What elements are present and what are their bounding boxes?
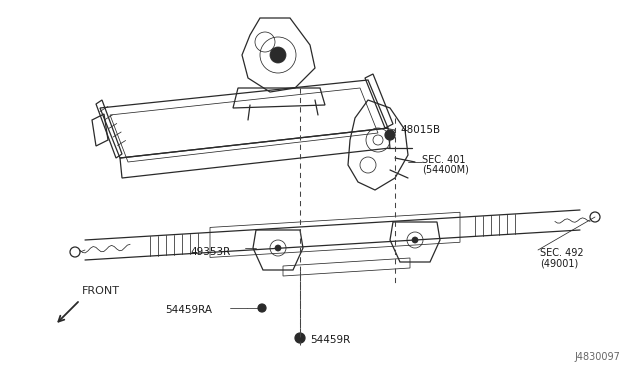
Text: 54459RA: 54459RA xyxy=(165,305,212,315)
Text: 54459R: 54459R xyxy=(310,335,350,345)
Text: FRONT: FRONT xyxy=(82,286,120,296)
Text: (49001): (49001) xyxy=(540,258,579,268)
Text: SEC. 401: SEC. 401 xyxy=(422,155,465,165)
Circle shape xyxy=(412,237,418,243)
Circle shape xyxy=(275,245,281,251)
Circle shape xyxy=(295,333,305,343)
Text: J4830097: J4830097 xyxy=(574,352,620,362)
Text: 49353R: 49353R xyxy=(190,247,230,257)
Text: (54400M): (54400M) xyxy=(422,165,469,175)
Circle shape xyxy=(385,130,395,140)
Circle shape xyxy=(258,304,266,312)
Text: SEC. 492: SEC. 492 xyxy=(540,248,584,258)
Text: 48015B: 48015B xyxy=(400,125,440,135)
Circle shape xyxy=(270,47,286,63)
